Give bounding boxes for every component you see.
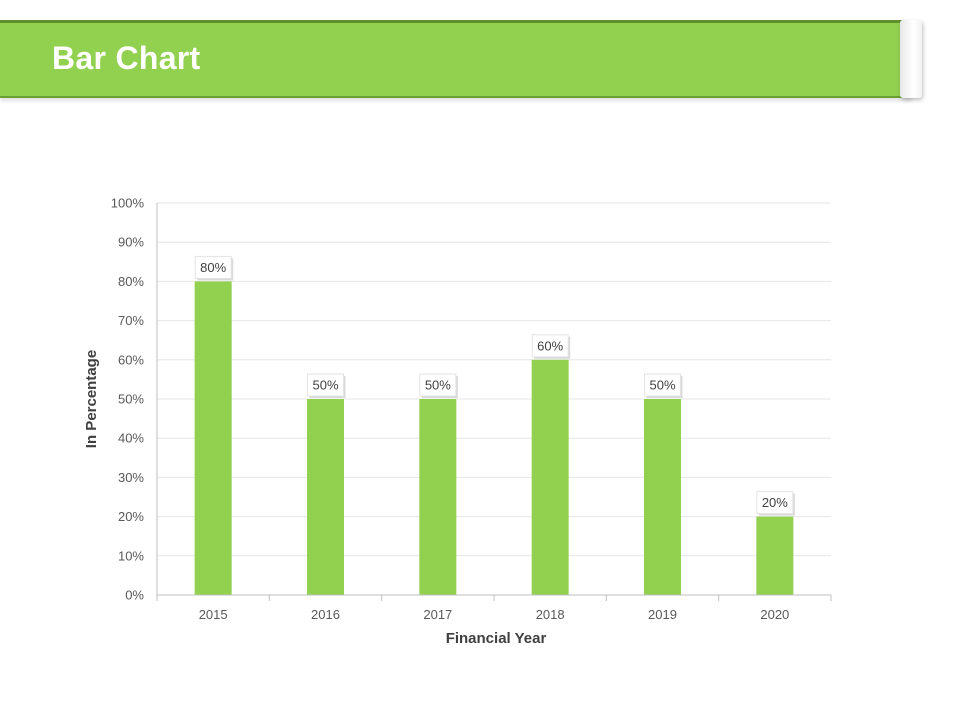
data-label-2018: 60%: [537, 338, 563, 353]
x-tick-label: 2020: [760, 607, 789, 622]
data-label-2019: 50%: [649, 378, 675, 393]
y-axis-title: In Percentage: [83, 350, 100, 448]
page-title: Bar Chart: [52, 40, 201, 76]
x-tick-label: 2018: [536, 607, 565, 622]
data-label-2020: 20%: [762, 495, 788, 510]
bar-2016: [307, 399, 344, 595]
bar-2015: [194, 281, 232, 595]
x-axis-title: Financial Year: [446, 630, 547, 647]
y-tick-label: 60%: [118, 352, 144, 367]
data-label-box: [644, 373, 681, 397]
data-label-2017: 50%: [425, 378, 451, 393]
data-labels: 80% 50% 50% 60% 50% 20%: [194, 255, 795, 516]
bar-2017: [419, 399, 457, 595]
x-tick-label: 2015: [199, 607, 228, 622]
y-tick-label: 10%: [118, 548, 144, 563]
x-tick-label: 2016: [311, 607, 340, 622]
y-tick-label: 80%: [118, 274, 144, 289]
bar-2019: [644, 399, 681, 595]
y-tick-label: 90%: [118, 235, 144, 250]
bar-2018: [531, 359, 569, 595]
y-tick-label: 50%: [118, 392, 144, 407]
x-tick-label: 2017: [423, 607, 452, 622]
data-label-box: [194, 255, 232, 279]
data-label-box: [756, 491, 794, 515]
data-label-box: [419, 373, 457, 397]
data-label-box: [307, 373, 344, 397]
y-tick-label: 100%: [111, 196, 145, 211]
data-label-2015: 80%: [200, 260, 226, 275]
data-label-box: [531, 334, 569, 358]
header-tab-decoration: [900, 20, 922, 98]
y-tick-label: 30%: [118, 470, 144, 485]
data-label-2016: 50%: [312, 378, 338, 393]
y-tick-label: 40%: [118, 431, 144, 446]
gridlines: [157, 202, 831, 557]
header-bar: Bar Chart: [0, 20, 912, 98]
axes: 0% 10% 20% 30% 40% 50% 60% 70% 80% 90% 100% 2015 201…: [111, 196, 832, 622]
y-tick-label: 20%: [118, 509, 144, 524]
x-tick-label: 2019: [648, 607, 677, 622]
y-tick-label: 70%: [118, 313, 144, 328]
y-tick-label: 0%: [125, 588, 144, 603]
bar-2020: [756, 516, 794, 595]
bars: [194, 281, 794, 595]
